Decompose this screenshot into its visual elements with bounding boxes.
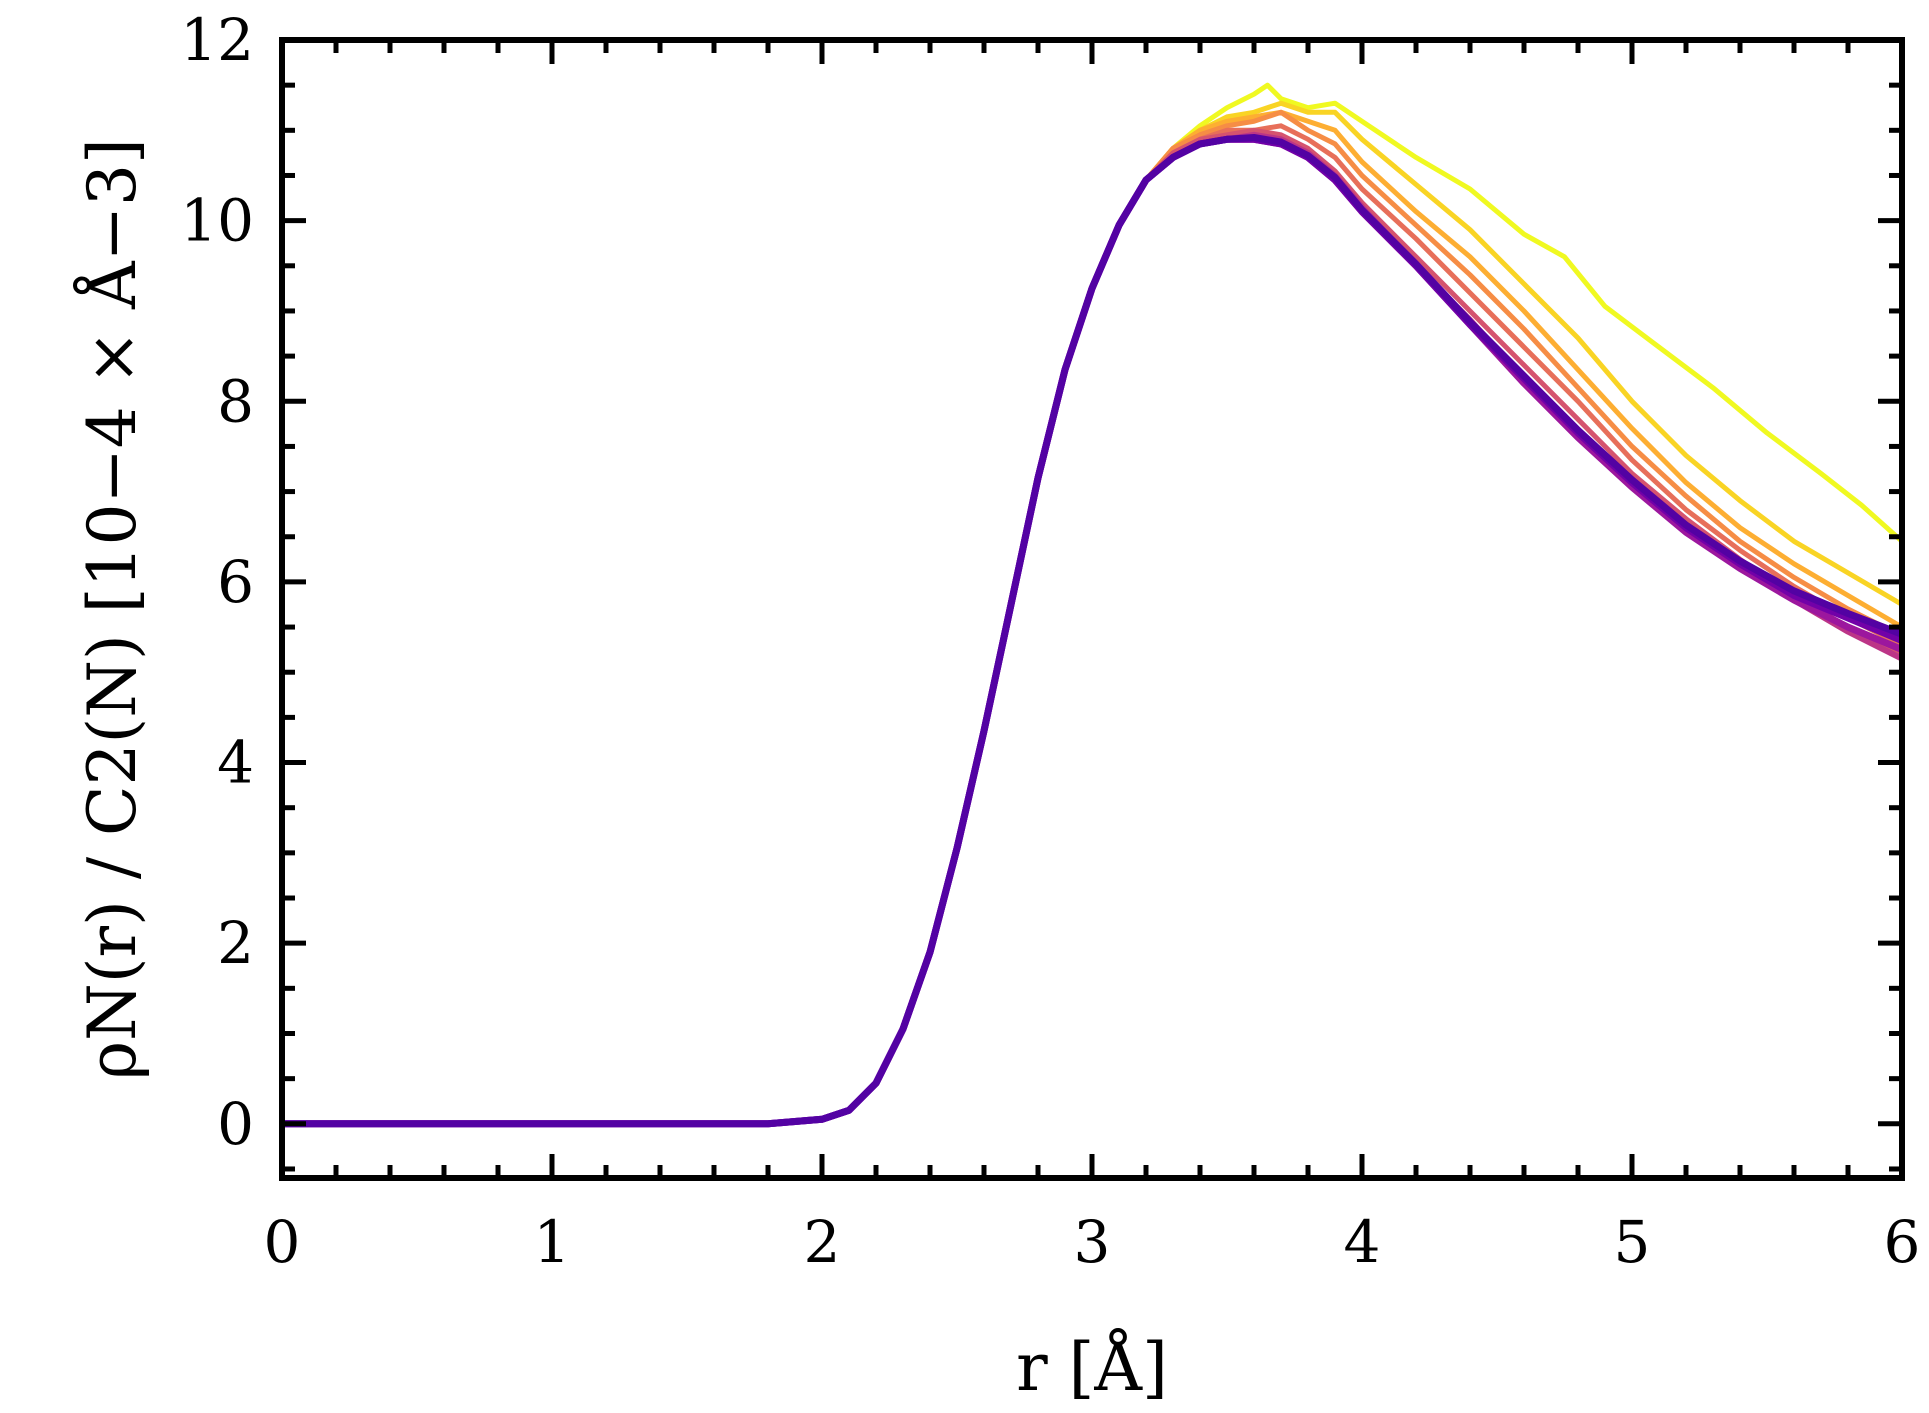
- x-tick-label: 0: [264, 1208, 301, 1276]
- series-line-10: [282, 134, 1902, 1128]
- y-tick-label: 12: [180, 6, 254, 74]
- series-line-5: [282, 123, 1902, 1127]
- series-line-3: [282, 109, 1902, 1127]
- y-tick-label: 8: [217, 367, 254, 435]
- y-tick-label: 2: [217, 909, 254, 977]
- y-tick-label: 4: [217, 729, 254, 797]
- y-tick-label: 6: [217, 548, 254, 616]
- major-ticks: [279, 37, 1905, 1178]
- x-tick-label: 3: [1074, 1208, 1111, 1276]
- x-tick-label: 5: [1614, 1208, 1651, 1276]
- x-tick-label: 2: [804, 1208, 841, 1276]
- series-layer: [282, 82, 1902, 1128]
- x-tick-label: 1: [534, 1208, 571, 1276]
- y-tick-label: 0: [217, 1090, 254, 1158]
- x-tick-label: 6: [1884, 1208, 1921, 1276]
- series-line-2: [282, 100, 1902, 1127]
- y-axis-label: ρN(r) / C2(N) [10−4 × Å−3]: [74, 138, 151, 1080]
- y-tick-label: 10: [180, 187, 254, 255]
- x-axis-label: r [Å]: [1016, 1329, 1168, 1406]
- series-line-6: [282, 127, 1902, 1127]
- series-line-4: [282, 109, 1902, 1127]
- plot-frame: [279, 37, 1905, 1181]
- series-line-1: [282, 82, 1902, 1127]
- x-tick-label: 4: [1344, 1208, 1381, 1276]
- minor-ticks: [282, 40, 1902, 1178]
